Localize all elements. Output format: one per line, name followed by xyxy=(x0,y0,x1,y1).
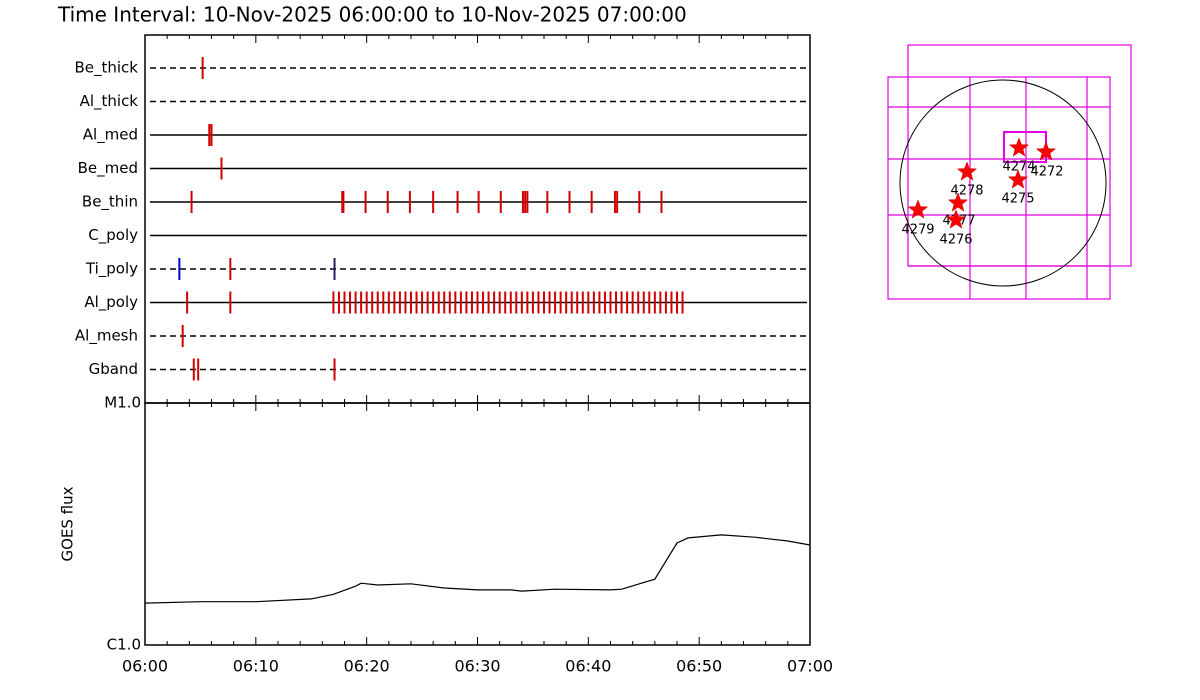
region-label: 4274 xyxy=(1002,160,1035,175)
x-tick-label: 06:10 xyxy=(233,657,279,676)
y-axis-label: GOES flux xyxy=(59,486,77,561)
region-marker xyxy=(1008,137,1030,157)
region-marker xyxy=(945,209,967,229)
row-label: Al_med xyxy=(83,126,138,145)
region-label: 4278 xyxy=(950,184,983,199)
region-label: 4272 xyxy=(1030,165,1063,180)
y-tick-label: C1.0 xyxy=(107,636,141,654)
x-tick-label: 06:30 xyxy=(454,657,500,676)
region-marker xyxy=(956,161,978,181)
region-marker xyxy=(907,199,929,219)
row-label: Al_poly xyxy=(84,293,138,312)
region-label: 4276 xyxy=(939,233,972,248)
x-tick-label: 06:00 xyxy=(122,657,168,676)
region-marker xyxy=(1007,169,1029,189)
row-label: Gband xyxy=(89,360,138,378)
region-marker xyxy=(947,192,969,212)
row-label: Be_thick xyxy=(74,59,138,78)
row-label: Be_thin xyxy=(82,193,138,212)
x-tick-label: 07:00 xyxy=(787,657,833,676)
row-label: Be_med xyxy=(78,159,138,178)
x-tick-label: 06:20 xyxy=(344,657,390,676)
region-label: 4279 xyxy=(901,223,934,238)
fov-box xyxy=(887,76,1111,300)
chart-title: Time Interval: 10-Nov-2025 06:00:00 to 1… xyxy=(57,3,687,27)
row-label: Al_thick xyxy=(80,92,139,111)
row-label: Al_mesh xyxy=(75,327,138,346)
solar-disk xyxy=(899,79,1107,287)
region-label: 4275 xyxy=(1001,192,1034,207)
y-tick-label: M1.0 xyxy=(104,394,141,412)
x-tick-label: 06:50 xyxy=(676,657,722,676)
x-tick-label: 06:40 xyxy=(565,657,611,676)
row-label: C_poly xyxy=(88,226,138,245)
region-marker xyxy=(1035,141,1057,161)
goes-curve xyxy=(144,534,811,604)
row-label: Ti_poly xyxy=(85,260,138,279)
